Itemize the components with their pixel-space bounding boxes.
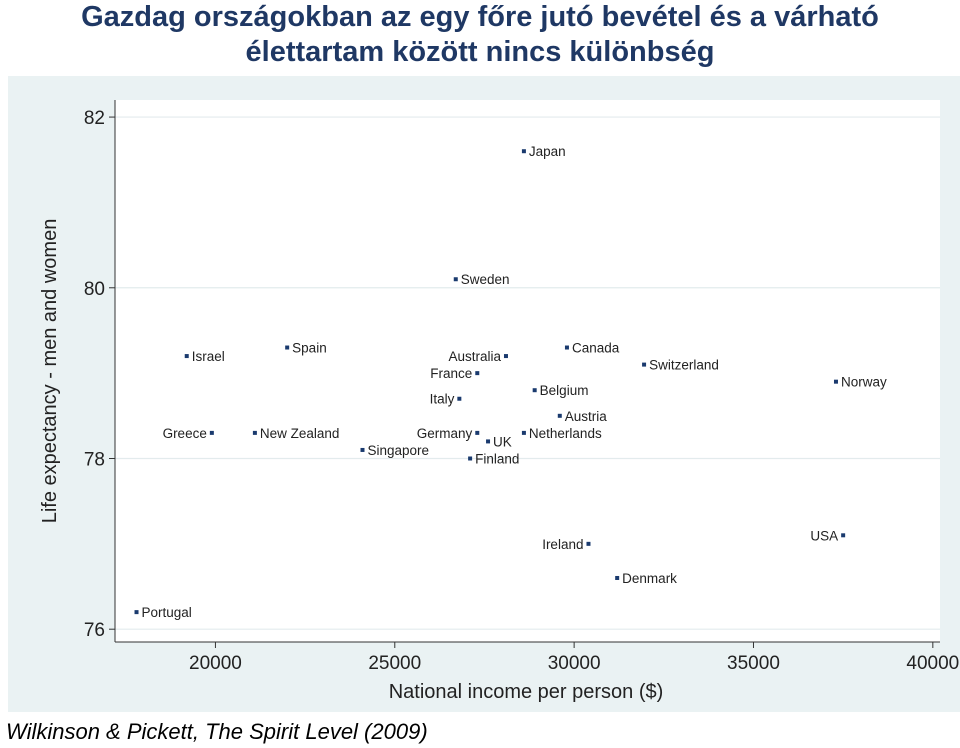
scatter-plot: 76 78 80 82 20000 25000 30000 35000 40000 Japan S… [39,100,959,703]
data-point-singapore: Singapore [360,443,430,458]
x-tick-label: 30000 [548,653,601,674]
point-label: Belgium [540,383,589,398]
point-marker [615,575,620,580]
data-point-netherlands: Netherlands [521,426,602,441]
point-label: Ireland [542,537,583,552]
point-marker [532,388,537,393]
data-point-new-zealand: New Zealand [252,426,340,441]
source-citation: Wilkinson & Pickett, The Spirit Level (2… [6,719,428,744]
point-marker [642,362,647,367]
point-marker [557,413,562,418]
x-tick-label: 35000 [727,653,780,674]
y-axis-title: Life expectancy - men and women [39,219,61,524]
point-marker [475,430,480,435]
data-point-israel: Israel [184,349,225,364]
point-label: Netherlands [529,426,602,441]
point-marker [486,439,491,444]
point-marker [134,610,139,615]
data-point-norway: Norway [833,375,887,390]
point-label: Norway [841,375,887,390]
point-label: Switzerland [649,358,719,373]
x-tick-label: 20000 [189,653,242,674]
point-label: New Zealand [260,426,340,441]
data-point-uk: UK [486,434,512,449]
point-label: UK [493,434,512,449]
point-label: Japan [529,144,566,159]
point-label: Austria [565,409,608,424]
point-marker [457,396,462,401]
point-label: USA [810,528,838,543]
point-marker [468,456,473,461]
data-point-france: France [430,366,480,381]
point-label: Germany [417,426,473,441]
point-marker [521,430,526,435]
y-tick-label: 82 [84,108,105,129]
data-point-greece: Greece [163,426,214,441]
point-marker [521,149,526,154]
data-point-portugal: Portugal [134,605,192,620]
point-label: Sweden [461,272,510,287]
point-label: Greece [163,426,207,441]
point-marker [841,533,846,538]
chart-title-line-2: élettartam között nincs különbség [245,36,715,68]
point-label: Italy [430,392,455,407]
data-point-switzerland: Switzerland [642,358,719,373]
x-tick-label: 25000 [368,653,421,674]
data-point-japan: Japan [521,144,566,159]
chart-title-line-1: Gazdag országokban az egy főre jutó bevé… [81,1,879,33]
data-point-spain: Spain [285,341,327,356]
point-label: Canada [572,341,620,356]
data-point-belgium: Belgium [532,383,589,398]
x-axis-title: National income per person ($) [389,681,664,703]
point-label: Denmark [622,571,677,586]
data-point-usa: USA [810,528,846,543]
point-marker [475,371,480,376]
point-marker [285,345,290,350]
point-marker [184,354,189,359]
y-tick-label: 80 [84,279,105,300]
point-label: Spain [292,341,327,356]
point-marker [252,430,257,435]
data-point-austria: Austria [557,409,608,424]
point-marker [453,277,458,282]
point-label: Portugal [142,605,192,620]
point-marker [209,430,214,435]
point-marker [564,345,569,350]
x-tick-label: 40000 [906,653,959,674]
plot-background [115,100,940,642]
point-marker [833,379,838,384]
data-point-finland: Finland [468,451,519,466]
point-label: Israel [192,349,225,364]
point-label: Australia [448,349,501,364]
point-marker [503,354,508,359]
data-point-australia: Australia [448,349,508,364]
chart-title: Gazdag országokban az egy főre jutó bevé… [0,0,960,70]
data-point-sweden: Sweden [453,272,510,287]
y-tick-label: 76 [84,620,105,641]
data-point-canada: Canada [564,341,620,356]
y-tick-label: 78 [84,449,105,470]
point-label: Finland [475,451,519,466]
data-point-ireland: Ireland [542,537,591,552]
chart-area: 76 78 80 82 20000 25000 30000 35000 40000 Japan S… [8,76,960,712]
point-marker [360,447,365,452]
point-label: Singapore [368,443,430,458]
data-point-denmark: Denmark [615,571,677,586]
point-marker [586,541,591,546]
point-label: France [430,366,472,381]
data-point-germany: Germany [417,426,480,441]
data-point-italy: Italy [430,392,462,407]
